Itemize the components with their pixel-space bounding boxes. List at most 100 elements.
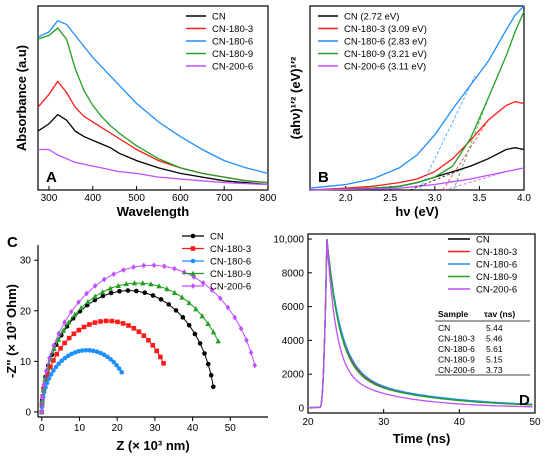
panel-c-point xyxy=(158,354,163,360)
panel-c-point xyxy=(111,271,116,278)
panel-c-point xyxy=(202,351,207,356)
panel-b-xtick-label: 2.0 xyxy=(339,193,353,204)
panel-c-point xyxy=(117,288,122,294)
panel-d-legend-label: CN-200-6 xyxy=(476,285,517,296)
panel-c-legend-marker xyxy=(190,233,196,239)
panel-b-xtick-label: 3.5 xyxy=(472,193,486,204)
panel-c-point xyxy=(54,351,60,357)
panel-d-ytick-label: 10,000 xyxy=(273,235,304,246)
panel-a-series-cn-180-3 xyxy=(37,80,269,184)
panel-c-point xyxy=(92,283,98,289)
panel-c-point xyxy=(131,264,136,271)
panel-d-ytick-label: 2000 xyxy=(282,370,305,381)
panel-c-ylabel: -Z" (× 10³ Ohm) xyxy=(4,284,19,378)
panel-c-point xyxy=(232,314,238,321)
panel-c-point xyxy=(99,289,106,295)
panel-c-point xyxy=(193,306,199,312)
panel-c-point xyxy=(205,320,211,327)
panel-d-xtick-label: 50 xyxy=(529,417,541,428)
panel-d-xlabel: Time (ns) xyxy=(393,431,451,446)
panel-b-legend-label: CN-180-6 (2.83 eV) xyxy=(344,37,427,48)
panel-c-point xyxy=(205,361,211,367)
panel-a-xtick-label: 800 xyxy=(260,193,277,204)
panel-b-plot-frame xyxy=(309,5,525,191)
panel-a-letter: A xyxy=(46,169,57,186)
panel-c-point xyxy=(107,285,114,291)
panel-c-point xyxy=(68,308,74,315)
panel-c-point xyxy=(98,350,103,356)
panel-c-point xyxy=(151,262,157,269)
panel-c-series-cn-180-6 xyxy=(39,347,125,415)
panel-d-ytick-label: 8000 xyxy=(282,268,305,279)
panel-c-point xyxy=(186,322,192,328)
panel-c-point xyxy=(53,364,59,370)
panel-c-point xyxy=(134,288,139,294)
panel-c-point xyxy=(199,313,205,319)
panel-c-point xyxy=(125,288,131,293)
panel-d-table-sample: CN-180-3 xyxy=(438,334,475,344)
panel-c-point xyxy=(126,323,131,328)
panel-c-point xyxy=(70,316,76,321)
panel-c-point xyxy=(158,297,164,302)
panel-c-point xyxy=(131,280,138,286)
panel-a-xtick-label: 600 xyxy=(172,193,189,204)
panel-d-legend-label: CN-180-3 xyxy=(476,247,517,258)
panel-c-point xyxy=(51,368,56,373)
panel-b-tangent-line xyxy=(453,97,489,191)
panel-d-legend-label: CN-180-6 xyxy=(476,260,517,271)
panel-c-point xyxy=(83,347,89,353)
panel-c-legend-label: CN-180-9 xyxy=(210,269,251,280)
panel-d-table-header-sample: Sample xyxy=(438,309,469,319)
panel-d-table-sample: CN-180-9 xyxy=(438,355,475,365)
panel-c-point xyxy=(76,348,81,354)
panel-a-series-cn-180-9 xyxy=(37,27,269,184)
panel-c-point xyxy=(94,349,100,355)
panel-c-point xyxy=(72,350,78,355)
panel-c-xtick-label: 50 xyxy=(225,423,237,434)
panel-c-point xyxy=(109,318,115,324)
panel-c-point xyxy=(71,311,78,318)
panel-c-point xyxy=(210,329,217,335)
panel-a-legend-label: CN-180-3 xyxy=(212,24,253,35)
panel-b-tangent-line xyxy=(444,171,507,191)
panel-c-point xyxy=(51,345,57,352)
panel-c-point xyxy=(98,319,103,324)
panel-c-xtick-label: 40 xyxy=(187,423,199,434)
panel-c-point xyxy=(140,280,146,286)
panel-c-legend-label: CN-180-6 xyxy=(210,257,251,268)
panel-a-legend-label: CN-200-6 xyxy=(212,62,253,73)
panel-c-point xyxy=(120,321,126,326)
panel-a-plot-frame xyxy=(37,5,269,191)
panel-d-table-header-tau: τav (ns) xyxy=(484,309,515,319)
panel-c-point xyxy=(43,368,49,375)
panel-c-point xyxy=(136,329,142,334)
panel-c-point xyxy=(91,348,96,354)
panel-c-point xyxy=(215,338,221,344)
panel-c-point xyxy=(114,362,119,368)
panel-b-series-cn-180-6-2-83-ev xyxy=(309,5,525,189)
panel-c-point xyxy=(154,348,160,354)
panel-a-series-cn xyxy=(37,113,269,186)
panel-d-plot-frame xyxy=(307,233,536,414)
panel-c-point xyxy=(62,355,68,361)
panel-d-xtick-label: 20 xyxy=(302,417,314,428)
panel-d-table-tau: 5.46 xyxy=(486,334,503,344)
panel-c-point xyxy=(150,343,156,348)
panel-a-series-cn-180-6 xyxy=(37,19,269,175)
panel-c-point xyxy=(171,289,178,295)
panel-c-point xyxy=(55,336,62,342)
panel-c-xtick-label: 0 xyxy=(39,423,45,434)
panel-c-point xyxy=(76,327,82,333)
panel-d-letter: D xyxy=(519,392,530,409)
panel-b-tangent-line xyxy=(409,161,480,191)
panel-c-point xyxy=(146,337,151,343)
panel-c-legend-label: CN xyxy=(210,232,224,243)
panel-c-point xyxy=(48,364,53,370)
panel-c-point xyxy=(48,372,54,377)
panel-b-xlabel: hν (eV) xyxy=(395,204,438,219)
panel-c-point xyxy=(87,348,92,353)
panel-c-point xyxy=(108,356,113,362)
